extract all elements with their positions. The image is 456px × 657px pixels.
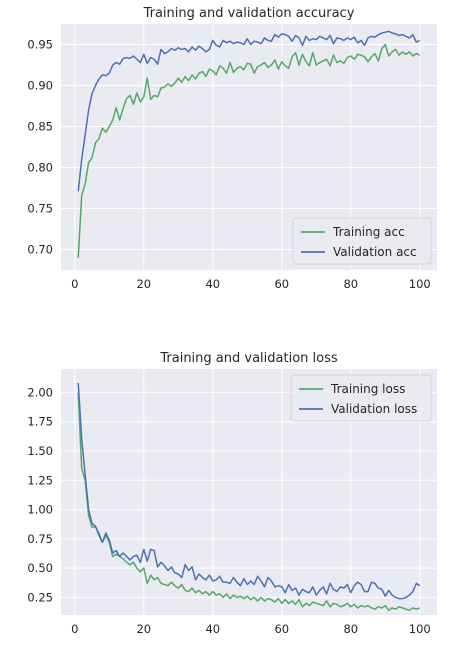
- loss-chart-title: Training and validation loss: [159, 351, 337, 366]
- accuracy-x-tick-label: 40: [205, 277, 220, 291]
- accuracy-legend-label-1: Validation acc: [333, 245, 417, 259]
- accuracy-y-tick-label: 0.85: [27, 120, 53, 134]
- loss-y-tick-label: 1.50: [27, 444, 53, 458]
- accuracy-y-tick-label: 0.95: [27, 38, 53, 52]
- loss-x-ticks: 0 20 40 60 80 100: [71, 622, 431, 636]
- accuracy-x-ticks: 0 20 40 60 80 100: [71, 277, 431, 291]
- accuracy-x-tick-label: 0: [71, 277, 78, 291]
- loss-x-tick-label: 20: [136, 622, 151, 636]
- accuracy-series-line-0: [77, 43, 421, 258]
- loss-y-tick-label: 0.50: [27, 561, 53, 575]
- accuracy-x-tick-label: 20: [136, 277, 151, 291]
- loss-series-layer: [77, 383, 421, 612]
- accuracy-y-tick-label: 0.80: [27, 161, 53, 175]
- accuracy-chart: 0 20 40 60 80 100 0.70 0.75 0.80 0.85 0.90 0.95 Tr…: [27, 6, 437, 291]
- loss-legend-box: [290, 374, 432, 422]
- accuracy-chart-title: Training and validation accuracy: [143, 6, 355, 21]
- loss-legend-label-0: Training loss: [330, 382, 405, 396]
- accuracy-x-tick-label: 60: [274, 277, 289, 291]
- accuracy-legend-box: [292, 217, 432, 265]
- loss-legend-label-1: Validation loss: [331, 402, 417, 416]
- accuracy-y-tick-label: 0.70: [27, 243, 53, 257]
- accuracy-y-tick-label: 0.75: [27, 202, 53, 216]
- accuracy-y-ticks: 0.70 0.75 0.80 0.85 0.90 0.95: [27, 38, 53, 257]
- loss-series-line-1: [77, 383, 421, 600]
- accuracy-x-tick-label: 80: [343, 277, 358, 291]
- loss-chart: 0 20 40 60 80 100 0.25 0.50 0.75 1.00 1.25 1.50 1.7…: [27, 351, 437, 636]
- loss-y-tick-label: 2.00: [27, 385, 53, 399]
- loss-y-tick-label: 1.00: [27, 503, 53, 517]
- loss-y-tick-label: 1.75: [27, 415, 53, 429]
- loss-legend: Training loss Validation loss: [290, 374, 432, 422]
- loss-y-tick-label: 1.25: [27, 473, 53, 487]
- loss-y-tick-label: 0.25: [27, 590, 53, 604]
- accuracy-y-tick-label: 0.90: [27, 79, 53, 93]
- accuracy-legend-label-0: Training acc: [332, 225, 405, 239]
- loss-y-tick-label: 0.75: [27, 532, 53, 546]
- accuracy-grid: [61, 24, 437, 270]
- accuracy-legend: Training acc Validation acc: [292, 217, 432, 265]
- loss-y-ticks: 0.25 0.50 0.75 1.00 1.25 1.50 1.75 2.00: [27, 385, 53, 604]
- loss-x-tick-label: 0: [71, 622, 78, 636]
- loss-x-tick-label: 100: [409, 622, 431, 636]
- loss-x-tick-label: 40: [205, 622, 220, 636]
- accuracy-x-tick-label: 100: [409, 277, 431, 291]
- accuracy-series-layer: [77, 30, 421, 258]
- accuracy-series-line-1: [77, 30, 421, 192]
- loss-series-line-0: [77, 392, 420, 612]
- loss-x-tick-label: 60: [274, 622, 289, 636]
- loss-x-tick-label: 80: [343, 622, 358, 636]
